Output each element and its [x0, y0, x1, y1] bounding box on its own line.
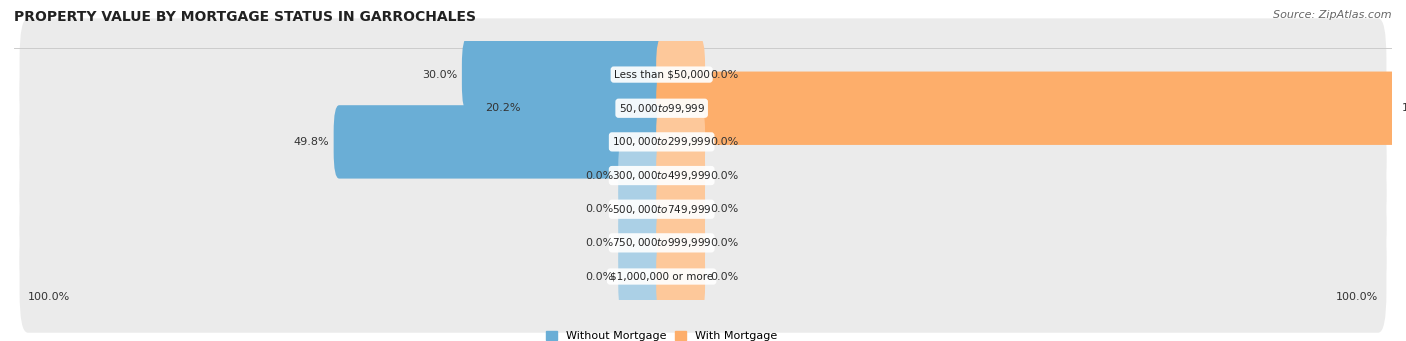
Text: $100,000 to $299,999: $100,000 to $299,999 — [612, 135, 711, 148]
Text: $1,000,000 or more: $1,000,000 or more — [610, 271, 713, 282]
FancyBboxPatch shape — [20, 86, 1386, 198]
FancyBboxPatch shape — [657, 173, 704, 246]
FancyBboxPatch shape — [619, 139, 668, 212]
Text: 30.0%: 30.0% — [422, 70, 457, 79]
Text: 100.0%: 100.0% — [1402, 103, 1406, 113]
Text: 0.0%: 0.0% — [585, 204, 613, 214]
FancyBboxPatch shape — [657, 139, 704, 212]
Text: 0.0%: 0.0% — [710, 137, 738, 147]
Text: Less than $50,000: Less than $50,000 — [614, 70, 710, 79]
Text: 100.0%: 100.0% — [1336, 292, 1378, 302]
Text: 100.0%: 100.0% — [28, 292, 70, 302]
Text: 0.0%: 0.0% — [710, 170, 738, 180]
Text: 0.0%: 0.0% — [710, 271, 738, 282]
Text: $50,000 to $99,999: $50,000 to $99,999 — [619, 102, 704, 115]
FancyBboxPatch shape — [20, 153, 1386, 265]
FancyBboxPatch shape — [20, 119, 1386, 232]
FancyBboxPatch shape — [333, 105, 668, 179]
FancyBboxPatch shape — [657, 38, 704, 111]
Text: $750,000 to $999,999: $750,000 to $999,999 — [612, 236, 711, 249]
FancyBboxPatch shape — [20, 220, 1386, 333]
Text: 0.0%: 0.0% — [585, 271, 613, 282]
Text: 0.0%: 0.0% — [585, 238, 613, 248]
FancyBboxPatch shape — [20, 18, 1386, 131]
Text: 0.0%: 0.0% — [710, 70, 738, 79]
Text: 0.0%: 0.0% — [710, 204, 738, 214]
Text: Source: ZipAtlas.com: Source: ZipAtlas.com — [1274, 10, 1392, 20]
FancyBboxPatch shape — [20, 52, 1386, 164]
Text: $300,000 to $499,999: $300,000 to $499,999 — [612, 169, 711, 182]
FancyBboxPatch shape — [619, 206, 668, 280]
FancyBboxPatch shape — [463, 38, 668, 111]
Text: 0.0%: 0.0% — [710, 238, 738, 248]
FancyBboxPatch shape — [657, 206, 704, 280]
Text: PROPERTY VALUE BY MORTGAGE STATUS IN GARROCHALES: PROPERTY VALUE BY MORTGAGE STATUS IN GAR… — [14, 10, 477, 24]
FancyBboxPatch shape — [526, 72, 668, 145]
FancyBboxPatch shape — [619, 240, 668, 313]
Text: 0.0%: 0.0% — [585, 170, 613, 180]
Text: $500,000 to $749,999: $500,000 to $749,999 — [612, 203, 711, 216]
FancyBboxPatch shape — [657, 72, 1398, 145]
Text: 49.8%: 49.8% — [294, 137, 329, 147]
FancyBboxPatch shape — [20, 187, 1386, 299]
Legend: Without Mortgage, With Mortgage: Without Mortgage, With Mortgage — [546, 331, 778, 341]
FancyBboxPatch shape — [657, 240, 704, 313]
Text: 20.2%: 20.2% — [485, 103, 520, 113]
FancyBboxPatch shape — [657, 105, 704, 179]
FancyBboxPatch shape — [619, 173, 668, 246]
